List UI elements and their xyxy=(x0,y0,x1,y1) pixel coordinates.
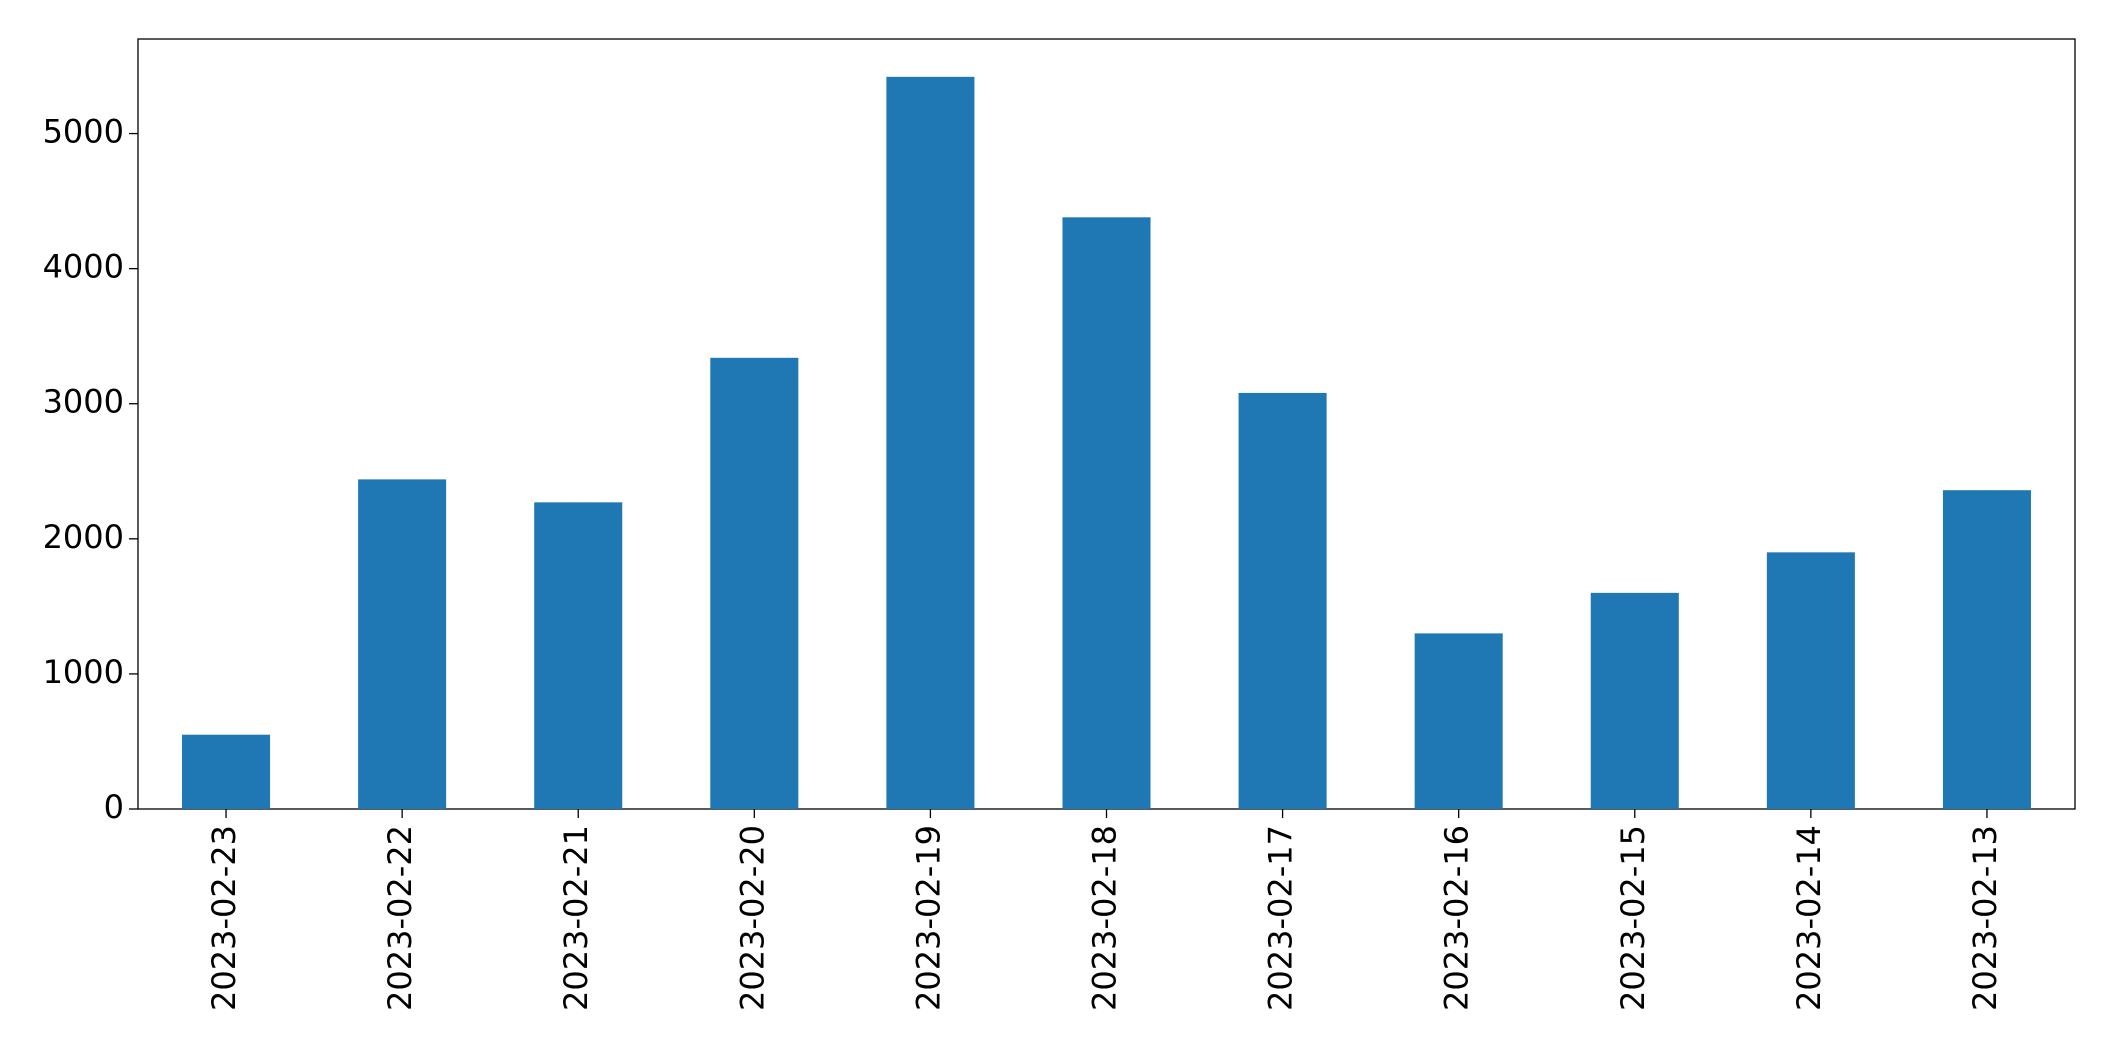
y-tick-label: 5000 xyxy=(43,113,124,151)
x-tick-label: 2023-02-22 xyxy=(381,825,419,1011)
x-tick-label: 2023-02-18 xyxy=(1086,825,1124,1011)
bar xyxy=(1590,592,1679,809)
bar xyxy=(886,76,975,809)
bar xyxy=(710,357,799,809)
x-tick-label: 2023-02-16 xyxy=(1438,825,1476,1011)
x-tick-label: 2023-02-20 xyxy=(733,825,771,1011)
x-tick-label: 2023-02-17 xyxy=(1262,825,1300,1011)
bar xyxy=(534,502,623,809)
bar xyxy=(1238,392,1327,809)
x-tick-label: 2023-02-13 xyxy=(1966,825,2004,1011)
bar xyxy=(1942,490,2031,809)
x-tick-label: 2023-02-14 xyxy=(1790,825,1828,1011)
bar xyxy=(358,479,447,809)
y-tick-label: 1000 xyxy=(43,653,124,691)
x-tick-label: 2023-02-15 xyxy=(1614,825,1652,1011)
x-tick-label: 2023-02-21 xyxy=(557,825,595,1011)
bar xyxy=(1414,633,1503,809)
y-tick-label: 4000 xyxy=(43,248,124,286)
y-tick-label: 3000 xyxy=(43,383,124,421)
bar xyxy=(1062,217,1151,809)
x-tick-label: 2023-02-19 xyxy=(909,825,947,1011)
y-tick-label: 0 xyxy=(104,788,124,826)
y-tick-label: 2000 xyxy=(43,518,124,556)
x-tick-label: 2023-02-23 xyxy=(205,825,243,1011)
bar xyxy=(182,734,271,809)
bar xyxy=(1766,552,1855,809)
